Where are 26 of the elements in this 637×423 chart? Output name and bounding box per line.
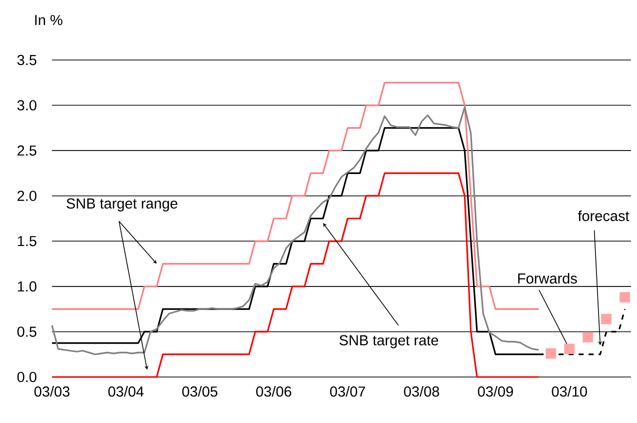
y-tick-label: 2.0 (18, 190, 36, 201)
point (620, 292, 630, 302)
annotation: SNB target rate (340, 335, 438, 348)
x-tick-label: 03/05 (182, 386, 218, 397)
annotation: Forwards (518, 272, 577, 284)
y-tick-label: 2.5 (18, 145, 36, 156)
y-tick-label: 0.0 (17, 372, 36, 382)
y-axis-title: In % (35, 14, 62, 26)
x-tick-label: 03/04 (108, 386, 144, 397)
y-tick-label: 1.5 (18, 236, 36, 246)
y-tick-label: 1.0 (18, 281, 36, 292)
x-tick-label: 03/09 (478, 386, 513, 397)
annotation: SNB target range (66, 198, 178, 212)
x-tick-label: 03/08 (404, 386, 440, 397)
x-tick-label: 03/06 (256, 386, 292, 397)
point (601, 314, 612, 324)
y-tick-label: 3.0 (17, 100, 36, 110)
point (564, 344, 575, 354)
annotation: forecast (578, 210, 630, 222)
y-tick-label: 3.5 (17, 54, 36, 66)
point (546, 348, 556, 359)
y-tick-label: 0.5 (17, 326, 36, 337)
x-tick-label: 03/03 (34, 386, 70, 397)
x-tick-label: 03/07 (330, 386, 366, 397)
x-tick-label: 03/10 (552, 386, 587, 397)
point (582, 332, 594, 342)
